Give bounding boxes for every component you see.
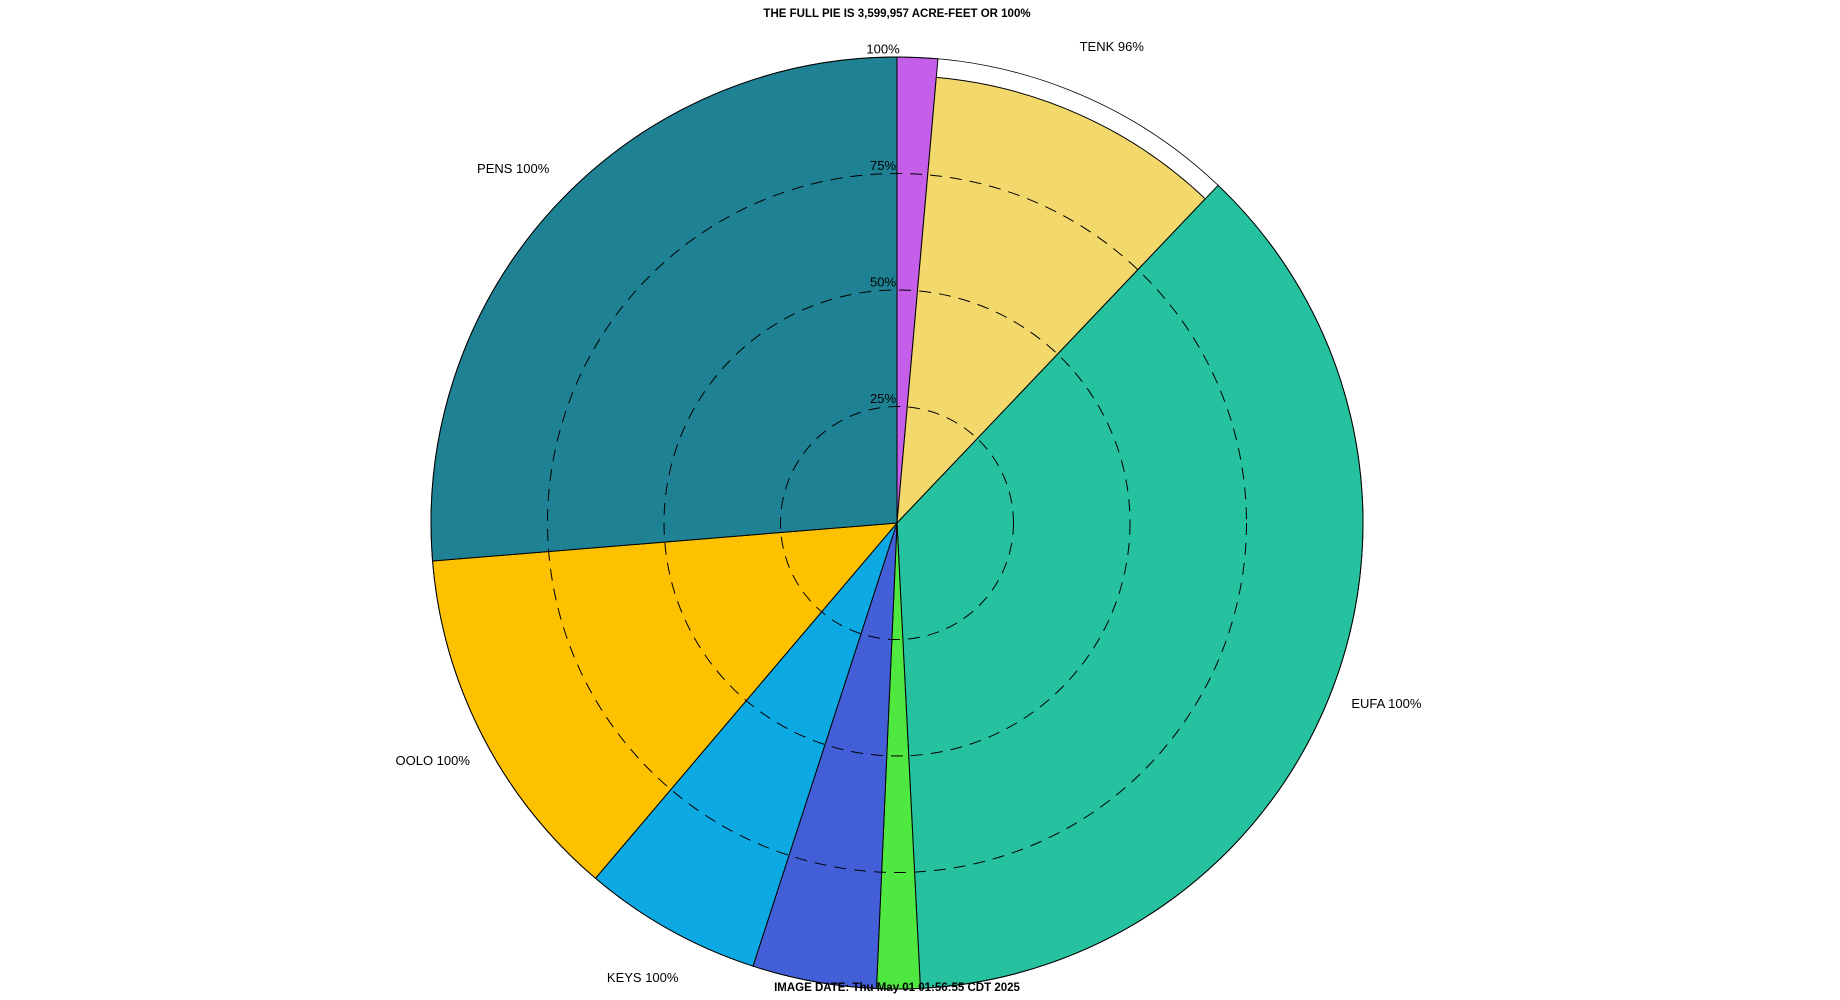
outer-circle bbox=[430, 56, 1364, 990]
grid-ring bbox=[663, 289, 1131, 757]
r-tick-label: 25% bbox=[870, 391, 896, 406]
slice bbox=[896, 76, 1206, 525]
slice bbox=[430, 56, 898, 562]
chart-title: THE FULL PIE IS 3,599,957 ACRE-FEET OR 1… bbox=[763, 8, 1030, 20]
footer: IMAGE DATE: Thu May 01 01:56:55 CDT 2025 bbox=[774, 982, 1020, 994]
grid-ring bbox=[780, 406, 1014, 640]
grid bbox=[430, 56, 1364, 990]
r-tick-label: 100% bbox=[866, 41, 900, 56]
slice-label: OOLO 100% bbox=[395, 753, 470, 768]
slice-label: EUFA 100% bbox=[1351, 696, 1422, 711]
labels: TENK 96% EUFA 100% KEYS 100% OOLO 100% PENS … bbox=[395, 39, 1421, 985]
r-tick-label: 50% bbox=[870, 274, 896, 289]
slice-label: PENS 100% bbox=[477, 161, 550, 176]
grid-ring bbox=[547, 173, 1247, 873]
slices bbox=[430, 56, 1364, 990]
slice-label: TENK 96% bbox=[1080, 39, 1145, 54]
r-tick-label: 75% bbox=[870, 158, 896, 173]
slice-label: KEYS 100% bbox=[607, 970, 679, 985]
